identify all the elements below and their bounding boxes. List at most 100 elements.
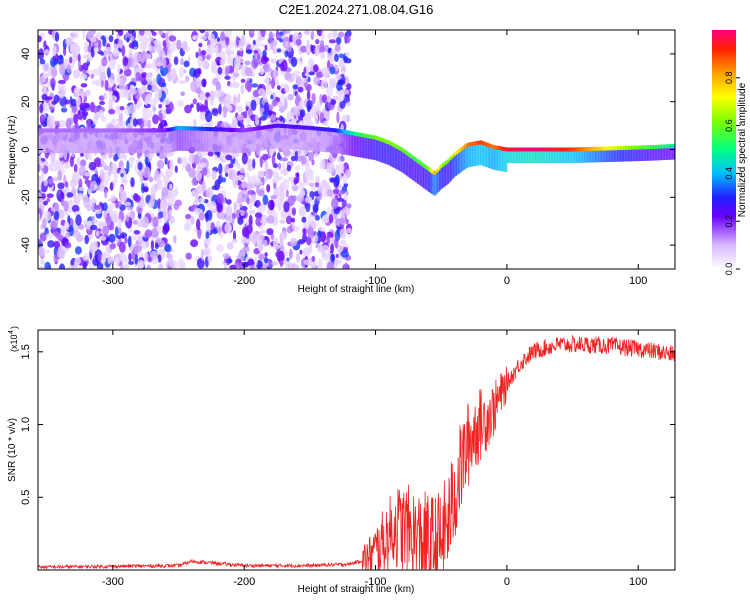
- noise-mark: [306, 236, 312, 246]
- noise-mark: [85, 69, 93, 74]
- ridge-envelope: [662, 145, 665, 161]
- ridge-core: [495, 145, 498, 150]
- ridge-envelope: [399, 147, 402, 172]
- ridge-core: [63, 128, 67, 133]
- ridge-envelope: [388, 141, 391, 166]
- ridge-core: [142, 128, 145, 133]
- noise-mark: [120, 179, 129, 184]
- ridge-envelope: [210, 128, 213, 152]
- ridge-envelope: [126, 129, 130, 154]
- ridge-core: [202, 126, 205, 131]
- noise-mark: [199, 30, 206, 34]
- noise-mark: [337, 31, 345, 38]
- noise-mark: [131, 40, 139, 48]
- ridge-envelope: [486, 143, 489, 168]
- colorbar: 0.00.20.40.60.8 Normalized spectral ampl…: [712, 30, 748, 275]
- noise-mark: [83, 172, 92, 177]
- ridge-core: [229, 127, 232, 132]
- noise-mark: [313, 113, 319, 124]
- noise-mark: [117, 63, 121, 74]
- noise-mark: [77, 217, 82, 224]
- noise-mark: [104, 189, 108, 199]
- noise-mark: [237, 121, 241, 127]
- ridge-envelope: [95, 129, 98, 154]
- ridge-envelope: [81, 129, 84, 154]
- ridge-envelope: [557, 148, 560, 164]
- noise-mark: [340, 156, 345, 162]
- ridge-core: [656, 144, 659, 149]
- noise-mark: [75, 96, 81, 107]
- noise-mark: [99, 169, 105, 181]
- ridge-core: [67, 128, 70, 133]
- noise-mark: [291, 220, 296, 231]
- noise-mark: [262, 263, 267, 269]
- noise-mark: [299, 57, 303, 62]
- ridge-core: [571, 147, 574, 152]
- ridge-envelope: [232, 128, 235, 153]
- noise-mark: [335, 74, 339, 83]
- ridge-envelope: [122, 129, 125, 154]
- noise-mark: [149, 198, 156, 205]
- ridge-envelope: [279, 124, 282, 149]
- ridge-envelope: [43, 129, 46, 154]
- noise-mark: [330, 243, 335, 254]
- noise-mark: [131, 249, 135, 262]
- ridge-core: [538, 147, 541, 152]
- ridge-core: [171, 127, 174, 132]
- ridge-core: [133, 128, 136, 133]
- y-tick-label: 1.0: [20, 417, 32, 432]
- ridge-core: [104, 128, 108, 133]
- noise-mark: [122, 56, 129, 67]
- noise-mark: [108, 109, 116, 115]
- ridge-core: [450, 156, 453, 160]
- colorbar-ticks: 0.00.20.40.60.8: [724, 72, 740, 275]
- ridge-envelope: [303, 126, 306, 151]
- ridge-core: [90, 128, 93, 133]
- ridge-envelope: [111, 129, 114, 154]
- ridge-envelope: [149, 129, 152, 154]
- ridge-core: [314, 126, 317, 131]
- noise-mark: [164, 244, 172, 253]
- noise-mark: [148, 36, 154, 42]
- noise-mark: [285, 260, 292, 269]
- noise-mark: [130, 193, 134, 200]
- noise-mark: [286, 225, 293, 234]
- noise-mark: [329, 66, 336, 75]
- colorbar-tick-label: 0.2: [724, 215, 734, 228]
- noise-mark: [151, 258, 159, 265]
- noise-mark: [43, 73, 49, 79]
- noise-mark: [95, 79, 101, 87]
- ridge-core: [190, 126, 193, 131]
- noise-mark: [341, 175, 348, 183]
- noise-mark: [139, 41, 148, 51]
- ridge-core: [92, 128, 95, 133]
- ridge-envelope: [178, 126, 182, 151]
- noise-mark: [240, 78, 246, 83]
- ridge-core: [661, 144, 664, 149]
- noise-mark: [129, 157, 134, 169]
- ridge-envelope: [275, 124, 278, 149]
- noise-mark: [334, 219, 341, 225]
- ridge-core: [180, 126, 183, 131]
- ridge-envelope: [480, 141, 483, 166]
- ridge-envelope: [402, 149, 405, 174]
- ridge-envelope: [446, 160, 450, 185]
- noise-mark: [236, 105, 244, 113]
- ridge-envelope: [223, 128, 226, 153]
- noise-mark: [217, 66, 223, 75]
- noise-mark: [279, 219, 286, 224]
- ridge-envelope: [133, 129, 136, 154]
- noise-mark: [157, 264, 164, 269]
- ridge-envelope: [219, 128, 223, 153]
- ridge-core: [415, 158, 418, 162]
- noise-mark: [135, 71, 141, 82]
- ridge-core: [210, 127, 213, 132]
- ridge-envelope: [489, 144, 492, 169]
- ridge-envelope: [93, 129, 96, 154]
- noise-mark: [56, 248, 65, 259]
- ridge-core: [606, 146, 609, 151]
- noise-mark: [108, 233, 116, 243]
- ridge-envelope: [183, 127, 186, 151]
- noise-mark: [101, 115, 107, 123]
- ridge-core: [585, 147, 588, 152]
